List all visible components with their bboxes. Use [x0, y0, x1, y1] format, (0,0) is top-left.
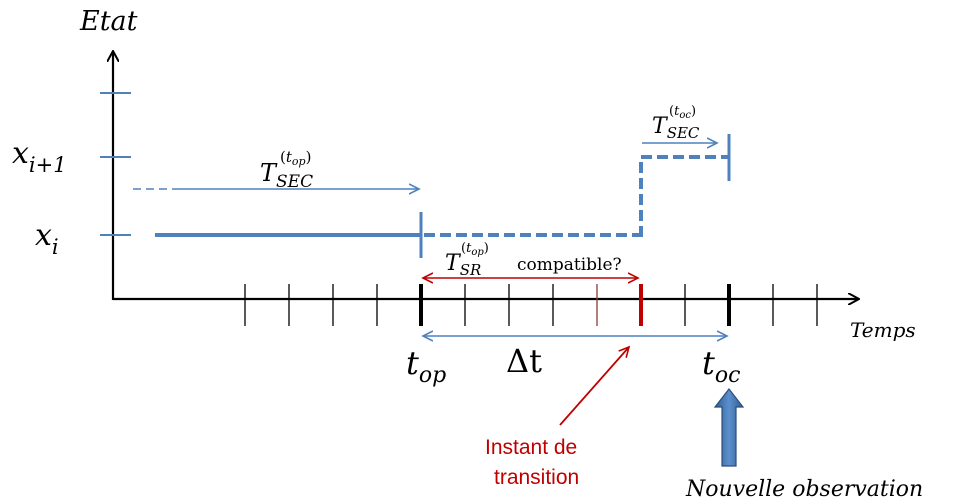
- t-oc-label: toc: [702, 344, 740, 388]
- tsr-label: TSR: [445, 251, 481, 279]
- new-observation-arrow: [713, 388, 745, 467]
- level-xi-label: xi: [35, 218, 59, 259]
- tsec-op-label: TSEC: [260, 159, 313, 192]
- tsr-compatible-text: compatible?: [517, 255, 622, 275]
- transition-label-line2: transition: [494, 466, 579, 489]
- tsr-sup: (top): [461, 241, 489, 258]
- tsec-op-sup: (top): [280, 148, 311, 168]
- x-axis-title: Temps: [850, 318, 916, 342]
- tsec-oc-label: TSEC: [652, 114, 700, 142]
- transition-pointer-arrow: [559, 347, 629, 426]
- transition-label-line1: Instant de: [485, 436, 577, 459]
- delta-t-label: Δt: [506, 342, 542, 380]
- level-xi1-label: xi+1: [12, 136, 67, 177]
- t-op-label: top: [406, 344, 446, 388]
- tsec-oc-sup: (toc): [669, 104, 696, 121]
- new-observation-label: Nouvelle observation: [685, 477, 923, 502]
- x-ticks: [244, 284, 818, 326]
- y-axis-title: Etat: [79, 6, 138, 37]
